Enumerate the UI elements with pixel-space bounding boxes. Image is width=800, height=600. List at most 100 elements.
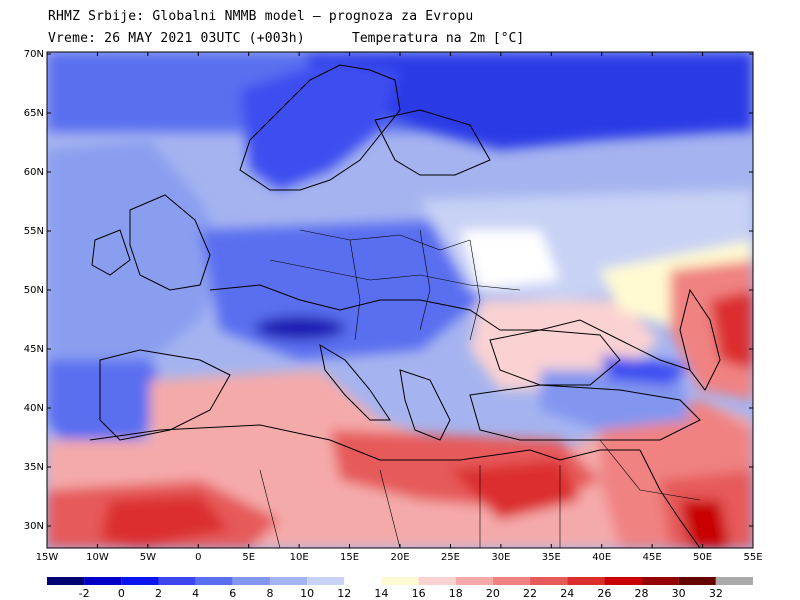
map-title: RHMZ Srbije: Globalni NMMB model — progn…	[48, 9, 474, 24]
coast-italy	[319, 343, 391, 421]
lat-label: 65N	[24, 108, 44, 119]
colorbar-tick-label: 14	[374, 587, 388, 600]
lon-label: 30E	[491, 552, 510, 563]
colorbar-tick-label: 6	[229, 587, 236, 600]
colorbar-swatch	[715, 577, 753, 585]
colorbar-swatch	[344, 577, 382, 585]
colorbar-tick-label: 26	[597, 587, 611, 600]
colorbar-tick-label: 20	[486, 587, 500, 600]
lat-label: 60N	[24, 167, 44, 178]
lon-label: 25E	[441, 552, 460, 563]
borders	[259, 229, 701, 548]
coast-turkey	[469, 384, 701, 441]
colorbar-tick-label: -2	[79, 587, 90, 600]
coast-great-britain	[129, 194, 211, 291]
axis-ticks	[46, 52, 754, 548]
lon-label: 10W	[86, 552, 109, 563]
lat-label: 35N	[24, 462, 44, 473]
border-6	[259, 469, 281, 548]
field-iberia	[47, 360, 170, 440]
lat-label: 55N	[24, 226, 44, 237]
coast-scandinavia	[239, 64, 401, 191]
lat-label: 45N	[24, 344, 44, 355]
field-libya-hot	[450, 460, 580, 520]
coast-ireland	[91, 229, 131, 276]
coast-europe-south	[209, 284, 691, 371]
colorbar-tick-label: 10	[300, 587, 314, 600]
coast-black-sea	[489, 329, 621, 386]
field-gulf-hot	[680, 500, 730, 548]
colorbar-swatch	[121, 577, 159, 585]
lon-label: 15W	[36, 552, 59, 563]
coast-greece	[399, 369, 451, 441]
coast-iberia	[99, 349, 231, 441]
colorbar-swatch	[567, 577, 605, 585]
lon-label: 50E	[693, 552, 712, 563]
colorbar-tick-label: 8	[266, 587, 273, 600]
lat-label: 30N	[24, 521, 44, 532]
colorbar-swatch	[269, 577, 308, 585]
colorbar	[47, 577, 753, 585]
lat-label: 40N	[24, 403, 44, 414]
lon-label: 5W	[140, 552, 156, 563]
border-4	[419, 229, 431, 331]
coast-finland	[374, 109, 491, 176]
colorbar-tick-label: 2	[155, 587, 162, 600]
colorbar-swatch	[381, 577, 419, 585]
colorbar-swatch	[418, 577, 456, 585]
colorbar-swatch	[307, 577, 345, 585]
border-5	[469, 239, 481, 341]
coast-red-sea	[639, 449, 701, 548]
lon-label: 40E	[592, 552, 611, 563]
variable-title: Temperatura na 2m [°C]	[352, 31, 525, 46]
coast-north-africa	[89, 424, 640, 461]
colorbar-swatch	[604, 577, 642, 585]
forecast-time: Vreme: 26 MAY 2021 03UTC (+003h)	[48, 31, 305, 46]
colorbar-swatch	[455, 577, 493, 585]
colorbar-swatch	[195, 577, 233, 585]
temperature-field	[47, 52, 753, 548]
colorbar-swatch	[641, 577, 679, 585]
field-atlantic	[47, 140, 230, 380]
border-3	[349, 239, 361, 341]
border-7	[379, 469, 401, 548]
field-arctic	[300, 52, 753, 150]
field-scandinavia	[240, 60, 400, 190]
border-1	[299, 229, 471, 251]
border-10	[599, 439, 701, 501]
field-sahara-hot	[100, 495, 230, 548]
lon-label: 35E	[542, 552, 561, 563]
lon-label: 0	[195, 552, 201, 563]
field-east-white	[460, 230, 560, 290]
coast-caspian	[679, 288, 721, 391]
field-caspian-hot	[710, 290, 753, 370]
colorbar-swatch	[678, 577, 716, 585]
latitude-labels: 70N 65N 60N 55N 50N 45N 40N 35N 30N	[24, 49, 44, 532]
lon-label: 20E	[390, 552, 409, 563]
colorbar-swatch	[232, 577, 270, 585]
colorbar-tick-label: 16	[412, 587, 426, 600]
colorbar-tick-label: 22	[523, 587, 537, 600]
colorbar-tick-label: 30	[672, 587, 686, 600]
coastlines	[89, 64, 721, 548]
colorbar-swatch	[158, 577, 196, 585]
lon-label: 15E	[340, 552, 359, 563]
colorbar-tick-label: 32	[709, 587, 723, 600]
colorbar-swatch	[84, 577, 122, 585]
colorbar-labels: -2 0 2 4 6 8 10 12 14 16 18 20 22 24 26 28 30 32	[79, 587, 723, 600]
colorbar-tick-label: 28	[635, 587, 649, 600]
colorbar-swatch	[530, 577, 568, 585]
lat-label: 70N	[24, 49, 44, 60]
colorbar-tick-label: 24	[560, 587, 574, 600]
colorbar-tick-label: 4	[192, 587, 199, 600]
lon-label: 55E	[743, 552, 762, 563]
colorbar-tick-label: 0	[118, 587, 125, 600]
border-2	[269, 259, 521, 291]
lon-label: 45E	[643, 552, 662, 563]
lon-label: 5E	[242, 552, 255, 563]
lat-label: 50N	[24, 285, 44, 296]
colorbar-swatch	[492, 577, 531, 585]
lon-label: 10E	[290, 552, 309, 563]
colorbar-swatch	[47, 577, 85, 585]
